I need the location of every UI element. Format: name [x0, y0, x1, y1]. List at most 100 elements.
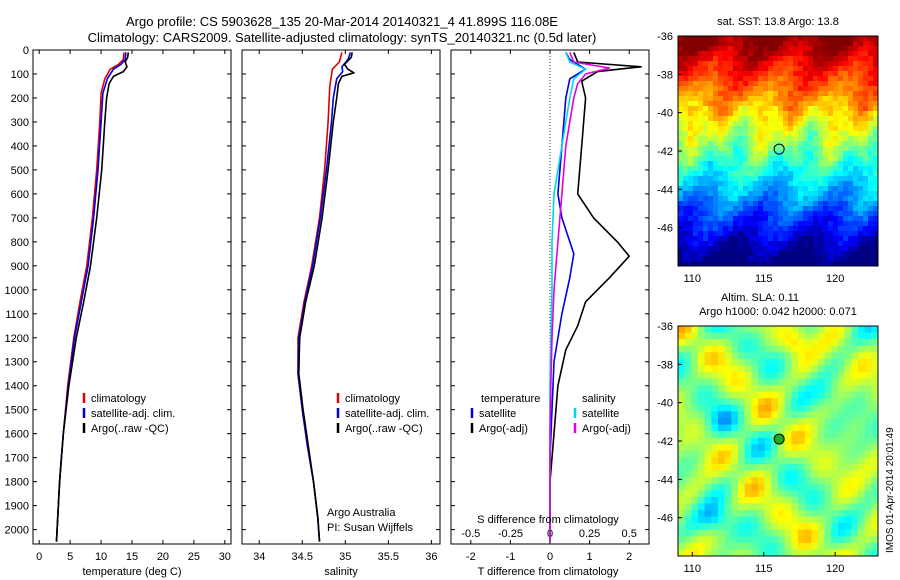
y-tick-label: 700 — [11, 213, 29, 225]
sst-cell — [828, 231, 834, 237]
sst-cell — [728, 106, 734, 112]
sst-cell — [743, 151, 749, 157]
sst-cell — [778, 251, 784, 257]
sla-cell — [678, 510, 686, 518]
sst-cell — [873, 226, 878, 232]
sla-cell — [851, 391, 859, 399]
sst-cell — [843, 41, 849, 47]
sla-cell — [791, 431, 799, 439]
sla-cell — [724, 516, 732, 524]
legend-label: satellite-adj. clim. — [91, 408, 175, 420]
sla-cell — [764, 339, 772, 347]
sst-cell — [743, 111, 749, 117]
sst-cell — [808, 161, 814, 167]
sst-cell — [748, 206, 754, 212]
sla-cell — [744, 510, 752, 518]
sst-cell — [873, 176, 878, 182]
sst-cell — [768, 211, 774, 217]
sst-cell — [843, 256, 849, 262]
sla-cell — [858, 398, 866, 406]
sst-cell — [733, 186, 739, 192]
sst-cell — [783, 91, 789, 97]
y-tick-label: 200 — [11, 93, 29, 105]
sst-cell — [768, 61, 774, 67]
sla-cell — [871, 470, 878, 478]
sst-cell — [768, 36, 774, 42]
sst-cell — [773, 181, 779, 187]
sst-cell — [873, 71, 878, 77]
sla-cell — [691, 490, 699, 498]
sst-cell — [688, 41, 694, 47]
sst-cell — [703, 121, 709, 127]
sst-cell — [758, 256, 764, 262]
sst-cell — [863, 151, 869, 157]
sst-cell — [868, 116, 874, 122]
sst-cell — [678, 86, 684, 92]
sst-cell — [798, 211, 804, 217]
sst-cell — [808, 181, 814, 187]
sst-cell — [848, 56, 854, 62]
sst-cell — [808, 61, 814, 67]
sst-cell — [833, 236, 839, 242]
sla-cell — [678, 483, 686, 491]
sla-cell — [678, 411, 686, 419]
sst-cell — [713, 41, 719, 47]
sst-cell — [808, 166, 814, 172]
sst-cell — [838, 66, 844, 72]
sla-cell — [771, 523, 779, 531]
sst-cell — [818, 126, 824, 132]
sst-cell — [868, 196, 874, 202]
sla-map-argo-marker — [773, 433, 785, 445]
sst-cell — [768, 41, 774, 47]
sla-cell — [698, 523, 706, 531]
sla-cell — [718, 510, 726, 518]
sla-cell — [684, 332, 692, 340]
sst-cell — [758, 226, 764, 232]
sst-cell — [688, 186, 694, 192]
sla-cell — [684, 457, 692, 465]
sla-cell — [871, 424, 878, 432]
sst-cell — [688, 206, 694, 212]
sst-cell — [758, 196, 764, 202]
sst-cell — [728, 136, 734, 142]
sst-cell — [828, 181, 834, 187]
sst-cell — [728, 121, 734, 127]
sla-cell — [791, 385, 799, 393]
sst-cell — [748, 226, 754, 232]
sst-cell — [738, 126, 744, 132]
sla-cell — [864, 345, 872, 353]
sst-cell — [818, 156, 824, 162]
sst-cell — [823, 256, 829, 262]
sla-cell — [764, 326, 772, 334]
sst-cell — [803, 171, 809, 177]
sst-cell — [813, 201, 819, 207]
sst-cell — [698, 236, 704, 242]
sst-cell — [858, 261, 864, 266]
sst-cell — [853, 186, 859, 192]
sla-cell — [711, 437, 719, 445]
x-tick-label: -2 — [466, 551, 476, 563]
sst-cell — [763, 96, 769, 102]
temperature-ticks: 0 5 10 15 20 25 300100200300400500600700800900… — [5, 45, 231, 563]
sla-cell — [871, 345, 878, 353]
sst-cell — [758, 206, 764, 212]
sst-cell — [688, 216, 694, 222]
sla-cell — [824, 424, 832, 432]
sst-cell — [868, 256, 874, 262]
sla-cell — [804, 470, 812, 478]
sla-cell — [864, 457, 872, 465]
sst-cell — [683, 126, 689, 132]
sla-cell — [784, 483, 792, 491]
sst-cell — [863, 191, 869, 197]
sst-cell — [848, 171, 854, 177]
sst-cell — [873, 181, 878, 187]
sst-cell — [738, 76, 744, 82]
sst-cell — [793, 226, 799, 232]
sst-cell — [823, 96, 829, 102]
sst-cell — [793, 86, 799, 92]
sst-cell — [718, 126, 724, 132]
sla-cell — [844, 345, 852, 353]
sst-cell — [698, 91, 704, 97]
sst-cell — [688, 66, 694, 72]
sst-cell — [698, 161, 704, 167]
